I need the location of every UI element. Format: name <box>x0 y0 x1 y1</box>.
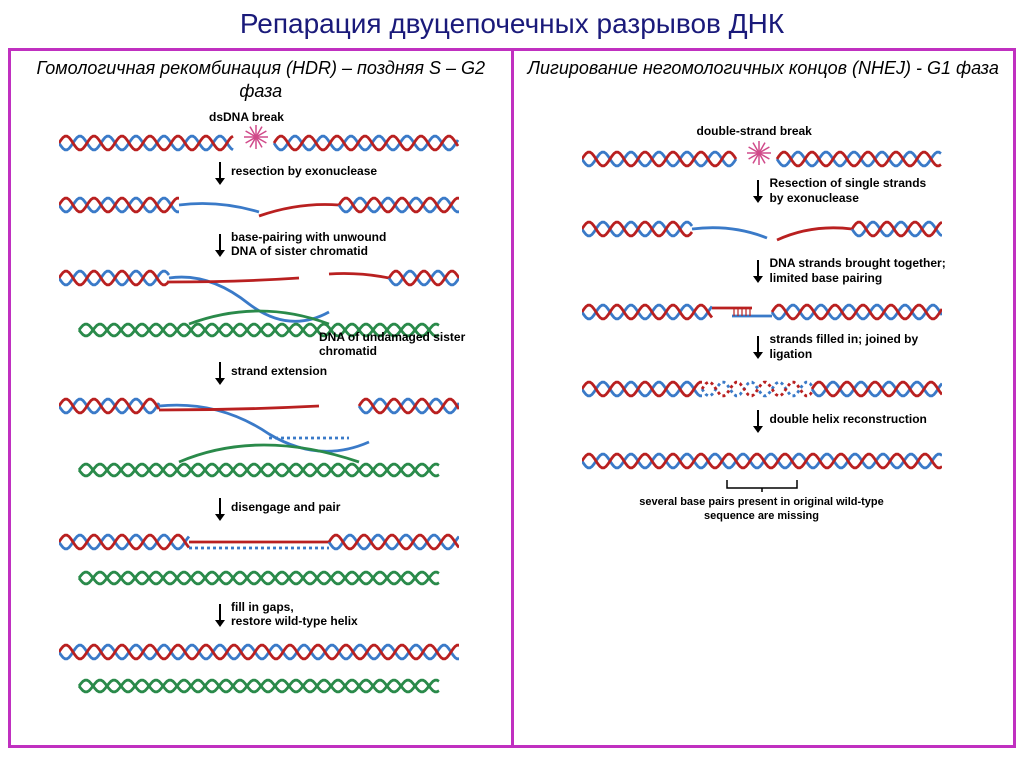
label-missing: several base pairs present in original w… <box>632 496 892 524</box>
panel-hdr: Гомологичная рекомбинация (HDR) – поздня… <box>11 51 511 745</box>
arrow-icon <box>219 498 221 516</box>
label-dsb: double-strand break <box>697 124 812 138</box>
nhej-diagram: double-strand break Resection of single … <box>522 86 1006 706</box>
label-resection-r: Resection of single strands by exonuclea… <box>770 176 940 205</box>
break-burst-icon <box>744 138 774 173</box>
label-sister: DNA of undamaged sister chromatid <box>319 330 469 359</box>
page-title: Репарация двуцепочечных разрывов ДНК <box>0 0 1024 44</box>
arrow-icon <box>219 604 221 622</box>
nhej-step2-helix <box>582 214 942 254</box>
label-filled: strands filled in; joined by ligation <box>770 332 930 361</box>
panel-nhej-title: Лигирование негомологичных концов (NHEJ)… <box>522 57 1006 80</box>
hdr-step4-helix <box>59 392 459 492</box>
label-resection: resection by exonuclease <box>231 164 377 178</box>
nhej-step4-helix <box>582 374 942 404</box>
hdr-step6-helix <box>59 638 459 708</box>
arrow-icon <box>219 162 221 180</box>
arrow-icon <box>219 362 221 380</box>
label-recon: double helix reconstruction <box>770 412 927 426</box>
arrow-icon <box>757 410 759 428</box>
arrow-icon <box>757 336 759 354</box>
nhej-step3-helix <box>582 296 942 330</box>
label-basepair: base-pairing with unwound DNA of sister … <box>231 230 411 259</box>
arrow-icon <box>757 260 759 278</box>
missing-bracket-icon <box>722 478 802 494</box>
hdr-step5-helix <box>59 528 459 598</box>
label-fill: fill in gaps, restore wild-type helix <box>231 600 358 629</box>
label-extension: strand extension <box>231 364 327 378</box>
comparison-frame: Гомологичная рекомбинация (HDR) – поздня… <box>8 48 1016 748</box>
panel-hdr-title: Гомологичная рекомбинация (HDR) – поздня… <box>19 57 503 104</box>
label-brought: DNA strands brought together; limited ba… <box>770 256 960 285</box>
hdr-step2-helix <box>59 190 459 230</box>
nhej-step5-helix <box>582 446 942 476</box>
label-disengage: disengage and pair <box>231 500 340 514</box>
panel-nhej: Лигирование негомологичных концов (NHEJ)… <box>514 51 1014 745</box>
arrow-icon <box>219 234 221 252</box>
arrow-icon <box>757 180 759 198</box>
break-burst-icon <box>241 122 271 157</box>
hdr-diagram: dsDNA break resection by exonuclease bas… <box>19 110 503 730</box>
